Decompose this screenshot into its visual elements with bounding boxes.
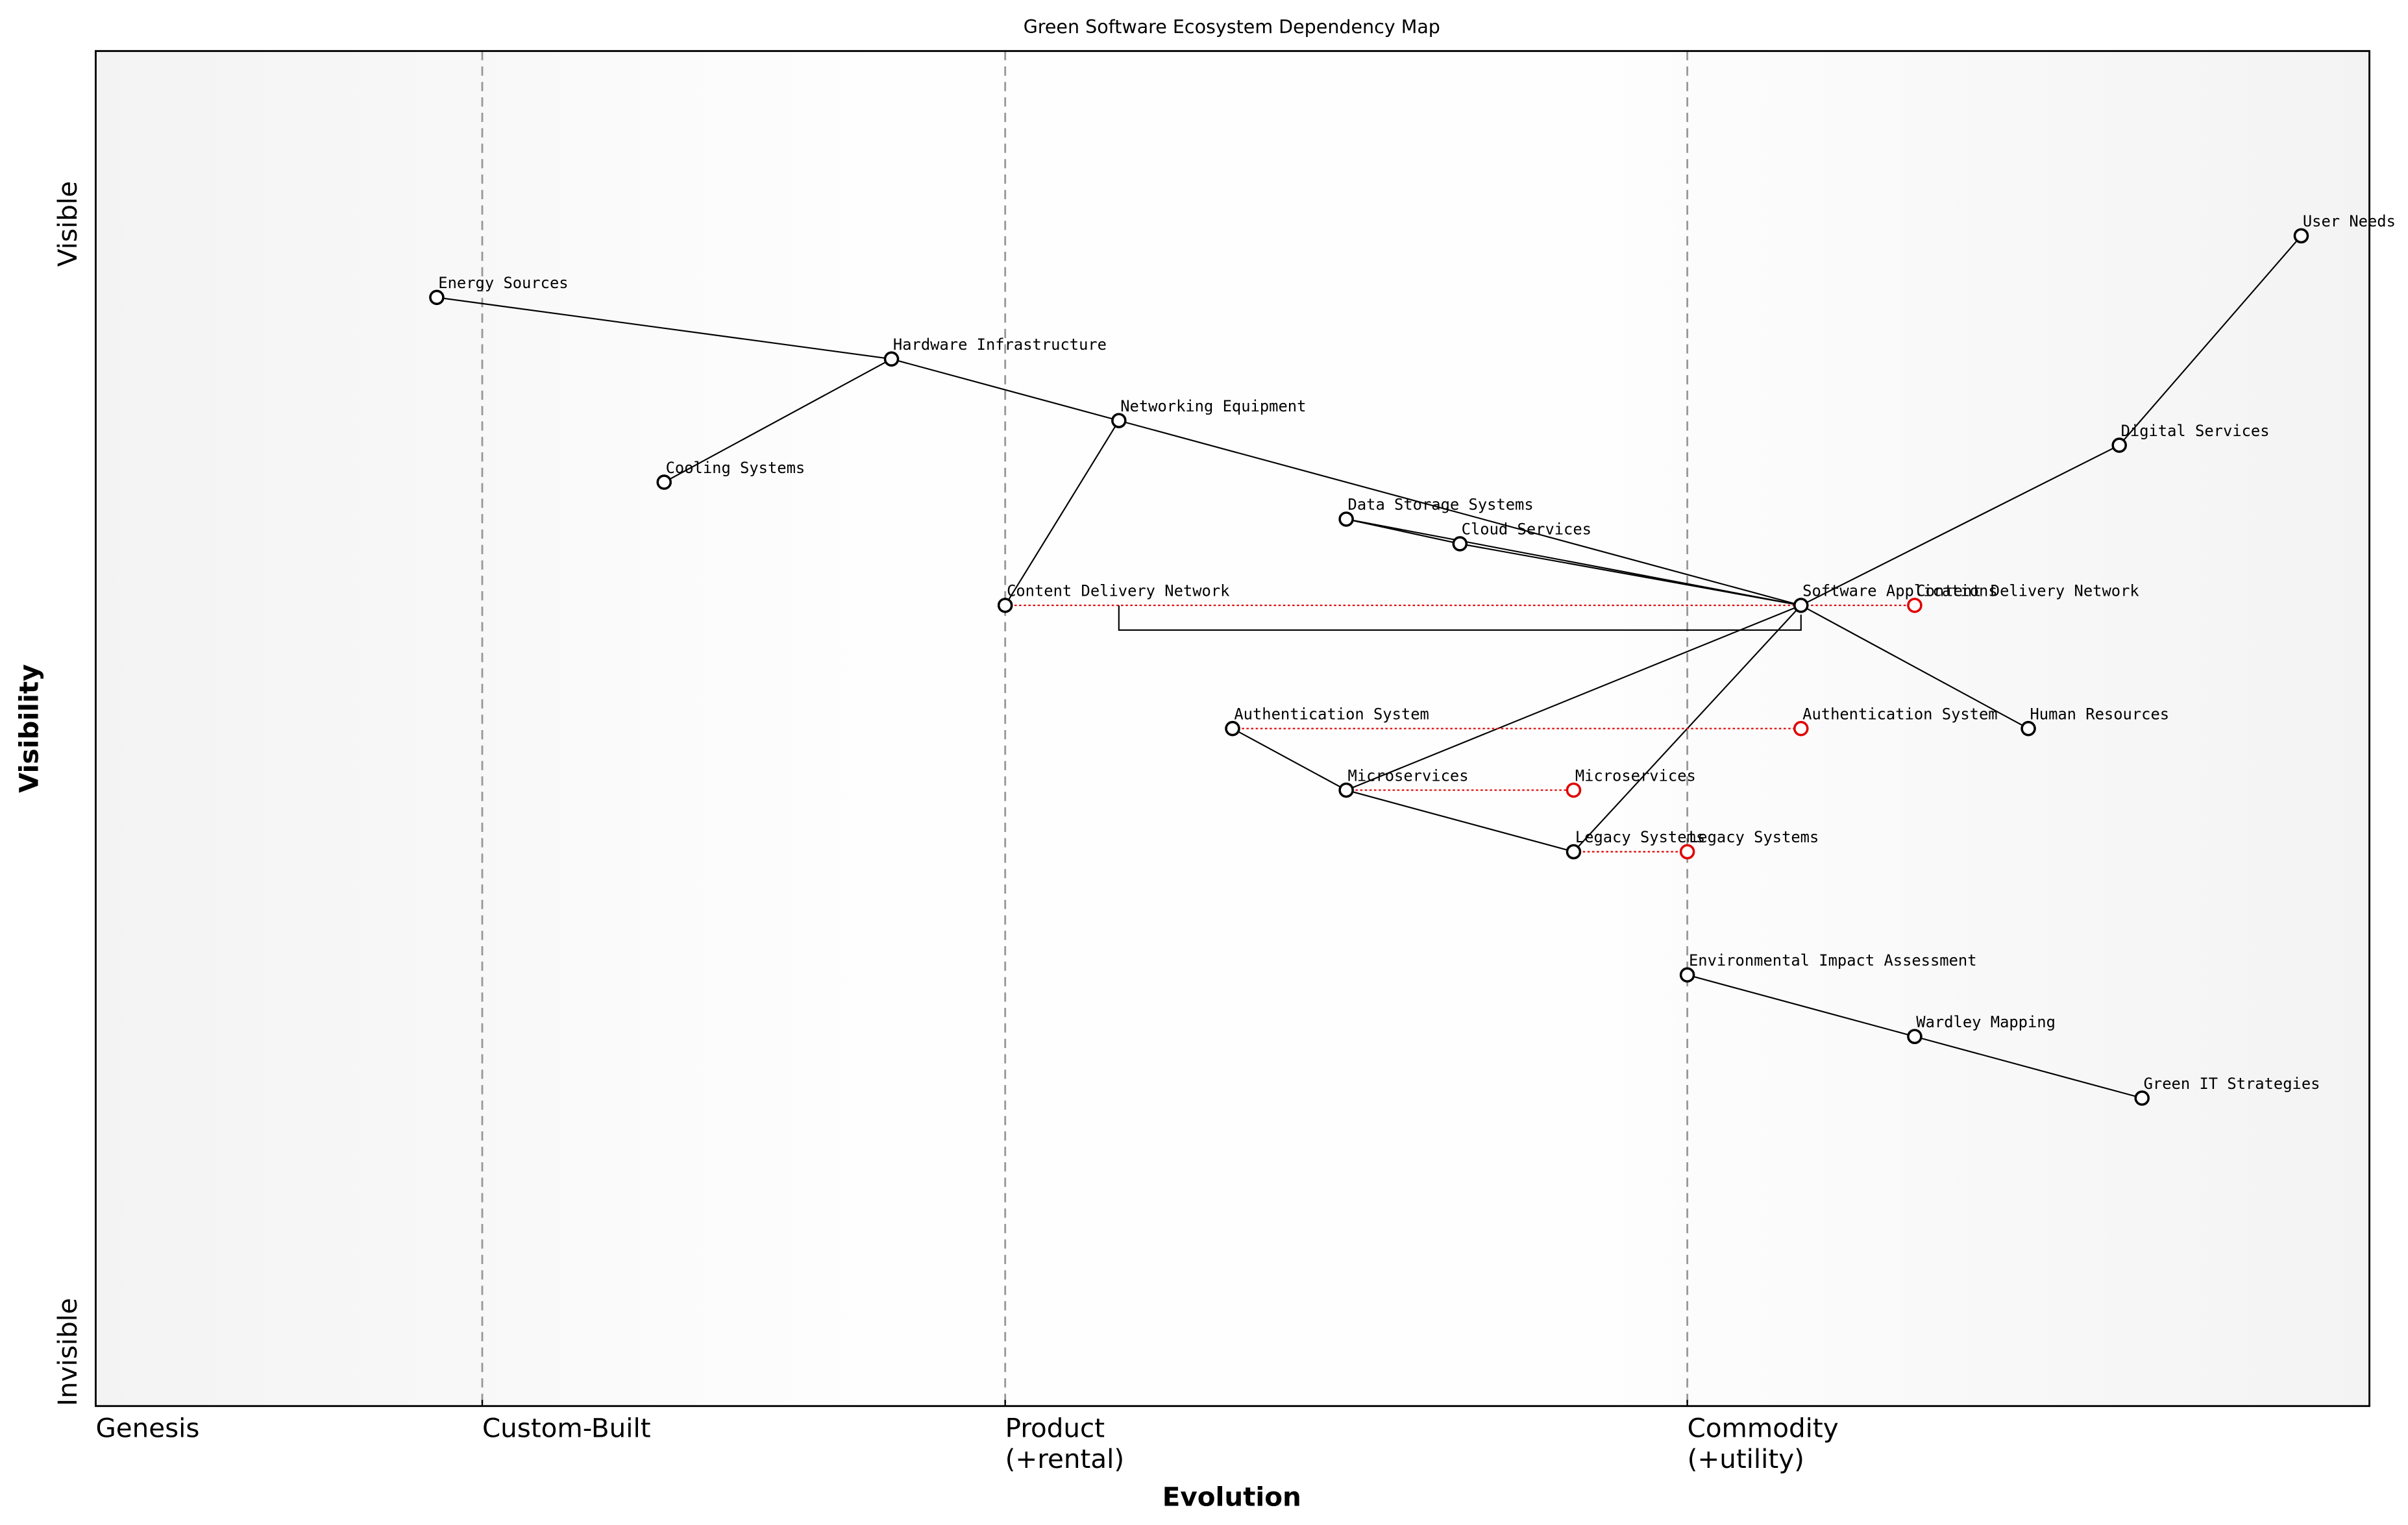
- dependency-link: [1345, 789, 1574, 853]
- dependency-link: [1914, 1036, 2143, 1099]
- component-label: Human Resources: [2030, 705, 2169, 723]
- component-node: [1566, 844, 1582, 860]
- component-node: [2111, 437, 2127, 453]
- evolved-node: [1793, 720, 1809, 737]
- x-tick-label: Genesis: [95, 1412, 199, 1443]
- component-label: User Needs: [2303, 212, 2396, 230]
- component-label: Microservices: [1348, 766, 1469, 785]
- dependency-link: [1800, 445, 2120, 606]
- component-node: [1338, 511, 1354, 527]
- component-node: [2134, 1090, 2150, 1106]
- chart-title: Green Software Ecosystem Dependency Map: [1024, 16, 1440, 38]
- y-axis-label: Visibility: [14, 664, 45, 792]
- evolved-node: [1566, 782, 1582, 798]
- component-node: [1111, 413, 1127, 428]
- evolved-label: Authentication System: [1802, 705, 1997, 723]
- component-label: Cloud Services: [1462, 520, 1591, 539]
- dependency-link: [1345, 518, 1460, 544]
- evolved-label: Microservices: [1575, 766, 1696, 785]
- component-label: Data Storage Systems: [1348, 496, 1534, 514]
- dependency-link: [891, 358, 1120, 422]
- component-node: [1338, 782, 1354, 798]
- evolved-label: Content Delivery Network: [1916, 582, 2139, 600]
- component-node: [429, 289, 445, 306]
- x-axis-label: Evolution: [1162, 1481, 1301, 1512]
- component-node: [1679, 967, 1695, 983]
- component-node: [2293, 228, 2309, 244]
- component-label: Cooling Systems: [666, 459, 805, 477]
- dependency-link: [1687, 974, 1915, 1038]
- component-label: Environmental Impact Assessment: [1689, 951, 1977, 970]
- component-label: Hardware Infrastructure: [893, 336, 1107, 354]
- x-tick-label: Custom-Built: [482, 1412, 651, 1443]
- component-label: Networking Equipment: [1120, 397, 1306, 415]
- evolved-label: Legacy Systems: [1689, 828, 1819, 846]
- pipeline: [1118, 605, 1802, 631]
- component-label: Content Delivery Network: [1007, 582, 1229, 600]
- plot-frame: [95, 50, 2370, 1408]
- component-label: Energy Sources: [438, 274, 568, 292]
- component-label: Digital Services: [2121, 422, 2270, 440]
- x-tick-label: Product (+rental): [1005, 1412, 1124, 1474]
- dependency-link: [2119, 235, 2302, 446]
- component-node: [1907, 1029, 1923, 1045]
- dependency-link: [1345, 604, 1802, 791]
- x-tick-label: Commodity (+utility): [1688, 1412, 1839, 1474]
- component-label: Wardley Mapping: [1916, 1013, 2056, 1031]
- component-node: [997, 598, 1013, 613]
- component-node: [883, 351, 900, 367]
- visibility-label: Invisible: [52, 1298, 83, 1406]
- dependency-link: [1800, 604, 2029, 729]
- component-label: Authentication System: [1234, 705, 1429, 723]
- component-node: [1452, 536, 1468, 552]
- component-node: [656, 474, 672, 490]
- evolved-node: [1679, 844, 1695, 860]
- component-node: [2021, 720, 2036, 737]
- dependency-link: [1232, 727, 1347, 791]
- component-node: [1793, 598, 1809, 613]
- component-label: Green IT Strategies: [2144, 1075, 2320, 1093]
- dependency-link: [436, 297, 892, 360]
- dependency-link: [1118, 420, 1802, 606]
- component-node: [1225, 720, 1240, 737]
- component-label: Legacy Systems: [1575, 828, 1705, 846]
- dependency-link: [1004, 420, 1120, 606]
- visibility-label: Visible: [52, 181, 83, 267]
- component-label: Software Applications: [1802, 582, 1997, 600]
- dependency-link: [1460, 543, 1801, 606]
- evolved-node: [1907, 598, 1923, 613]
- dependency-link: [663, 358, 892, 483]
